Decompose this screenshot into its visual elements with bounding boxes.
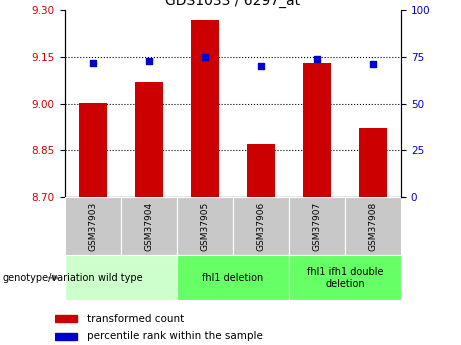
Bar bbox=[55, 315, 77, 322]
Bar bbox=[345, 197, 401, 255]
Title: GDS1033 / 6297_at: GDS1033 / 6297_at bbox=[165, 0, 301, 8]
Point bbox=[89, 60, 96, 65]
Bar bbox=[177, 197, 233, 255]
Text: GSM37906: GSM37906 bbox=[256, 201, 266, 250]
Text: genotype/variation: genotype/variation bbox=[2, 273, 95, 283]
Bar bbox=[121, 197, 177, 255]
Bar bbox=[303, 63, 331, 197]
Text: GSM37907: GSM37907 bbox=[313, 201, 321, 250]
Text: fhl1 deletion: fhl1 deletion bbox=[202, 273, 263, 283]
Bar bbox=[65, 197, 121, 255]
Text: GSM37903: GSM37903 bbox=[88, 201, 97, 250]
Text: wild type: wild type bbox=[98, 273, 143, 283]
Bar bbox=[289, 197, 345, 255]
Text: GSM37904: GSM37904 bbox=[144, 201, 153, 250]
Text: transformed count: transformed count bbox=[87, 314, 184, 324]
Point bbox=[313, 56, 321, 61]
Text: fhl1 ifh1 double
deletion: fhl1 ifh1 double deletion bbox=[307, 267, 383, 288]
Bar bbox=[247, 144, 275, 197]
Point bbox=[257, 63, 265, 69]
Text: percentile rank within the sample: percentile rank within the sample bbox=[87, 331, 263, 341]
Bar bbox=[78, 104, 106, 197]
Bar bbox=[233, 197, 289, 255]
Bar bbox=[177, 255, 289, 300]
Point bbox=[145, 58, 152, 63]
Bar bbox=[135, 82, 163, 197]
Bar bbox=[55, 333, 77, 340]
Bar bbox=[359, 128, 387, 197]
Text: GSM37905: GSM37905 bbox=[200, 201, 209, 250]
Point bbox=[369, 62, 377, 67]
Bar bbox=[65, 255, 177, 300]
Point bbox=[201, 54, 208, 60]
Bar bbox=[289, 255, 401, 300]
Bar bbox=[191, 20, 219, 197]
Text: GSM37908: GSM37908 bbox=[368, 201, 378, 250]
